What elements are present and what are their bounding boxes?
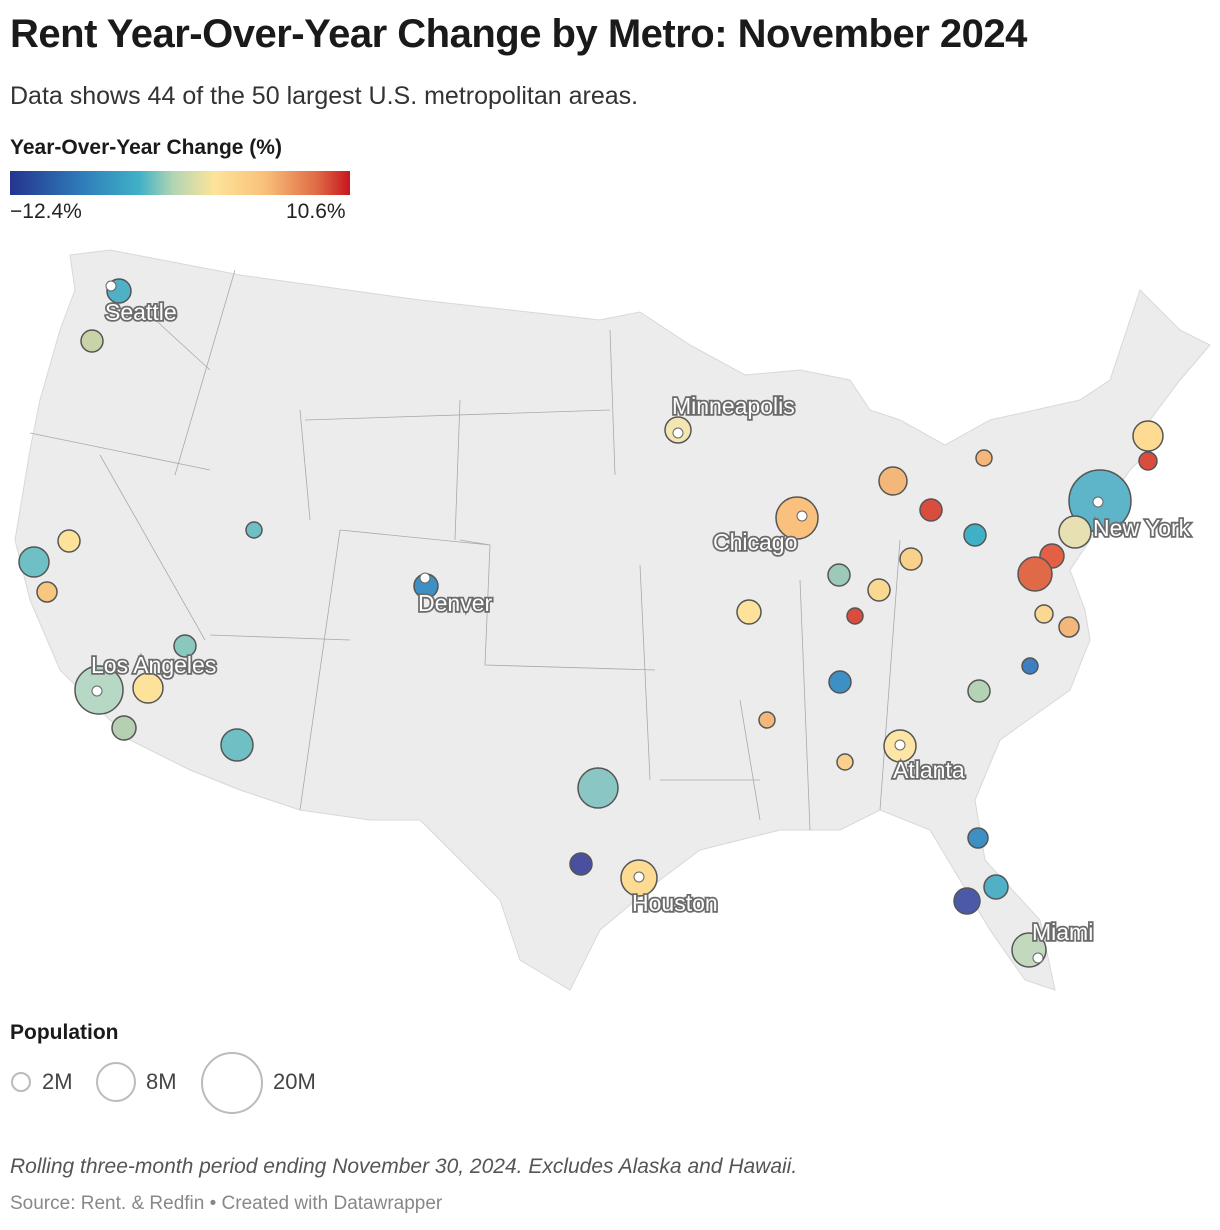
metro-bubble[interactable] (867, 578, 891, 602)
city-label: Denver (418, 590, 492, 616)
city-marker (796, 510, 808, 522)
metro-bubble[interactable] (80, 329, 104, 353)
metro-bubble[interactable] (967, 827, 989, 849)
city-label: Miami (1032, 919, 1093, 945)
metro-bubble[interactable] (828, 670, 852, 694)
metro-bubble[interactable] (846, 607, 864, 625)
size-legend-label: 8M (146, 1069, 177, 1094)
metro-bubble[interactable] (878, 466, 908, 496)
metro-bubble[interactable] (899, 547, 923, 571)
metro-bubble[interactable] (1058, 616, 1080, 638)
size-legend-circle-small (11, 1072, 31, 1092)
metro-bubble[interactable] (975, 449, 993, 467)
metro-bubble[interactable] (18, 546, 50, 578)
metro-bubble[interactable] (245, 521, 263, 539)
metro-bubble[interactable] (1034, 604, 1054, 624)
city-label: Seattle (105, 299, 177, 325)
us-outline (14, 249, 1211, 991)
size-legend-title: Population (10, 1021, 119, 1044)
metro-bubble[interactable] (577, 767, 619, 809)
city-marker (419, 572, 431, 584)
chart-title: Rent Year-Over-Year Change by Metro: Nov… (10, 12, 1027, 56)
metro-bubble[interactable] (569, 852, 593, 876)
chart-subtitle: Data shows 44 of the 50 largest U.S. met… (10, 82, 639, 110)
metro-bubble[interactable] (111, 715, 137, 741)
us-map: Seattle Denver Los Angeles Minneapolis Chica… (14, 249, 1211, 991)
footnote: Rolling three-month period ending Novemb… (10, 1155, 798, 1178)
metro-bubble[interactable] (220, 728, 254, 762)
metro-bubble[interactable] (963, 523, 987, 547)
metro-bubble[interactable] (36, 581, 58, 603)
size-legend-circle-large (201, 1052, 263, 1114)
metro-bubble[interactable] (132, 672, 164, 704)
state-borders (29, 269, 901, 831)
city-marker (1092, 496, 1104, 508)
size-legend-circle-medium (96, 1062, 136, 1102)
city-label: Minneapolis (672, 393, 795, 419)
metro-bubble[interactable] (1017, 556, 1053, 592)
metro-bubble[interactable] (953, 887, 981, 915)
city-marker (633, 871, 645, 883)
city-marker (672, 427, 684, 439)
metro-bubble[interactable] (1138, 451, 1158, 471)
color-legend-title: Year-Over-Year Change (%) (10, 136, 282, 159)
metro-bubble[interactable] (919, 498, 943, 522)
metro-bubble[interactable] (827, 563, 851, 587)
city-label: Atlanta (893, 757, 965, 783)
color-legend-gradient (10, 171, 350, 195)
city-marker (105, 280, 117, 292)
metro-bubble[interactable] (1021, 657, 1039, 675)
size-legend-label: 2M (42, 1069, 73, 1094)
metro-bubble[interactable] (758, 711, 776, 729)
color-legend-min: −12.4% (10, 200, 82, 223)
metro-bubble[interactable] (967, 679, 991, 703)
metro-bubble[interactable] (1132, 420, 1164, 452)
city-marker (1032, 952, 1044, 964)
source-credit: Source: Rent. & Redfin • Created with Da… (10, 1193, 443, 1214)
metro-bubble[interactable] (836, 753, 854, 771)
metro-bubble[interactable] (736, 599, 762, 625)
metro-bubble[interactable] (1058, 515, 1092, 549)
color-legend-max: 10.6% (286, 200, 346, 223)
city-label: Los Angeles (91, 652, 216, 678)
city-label: Houston (632, 890, 718, 916)
metro-bubble[interactable] (983, 874, 1009, 900)
city-label: Chicago (713, 529, 797, 555)
metro-bubble[interactable] (173, 634, 197, 658)
city-label: New York (1093, 515, 1191, 541)
city-marker (91, 685, 103, 697)
metro-bubble[interactable] (57, 529, 81, 553)
size-legend-label: 20M (273, 1069, 316, 1094)
city-marker (894, 739, 906, 751)
